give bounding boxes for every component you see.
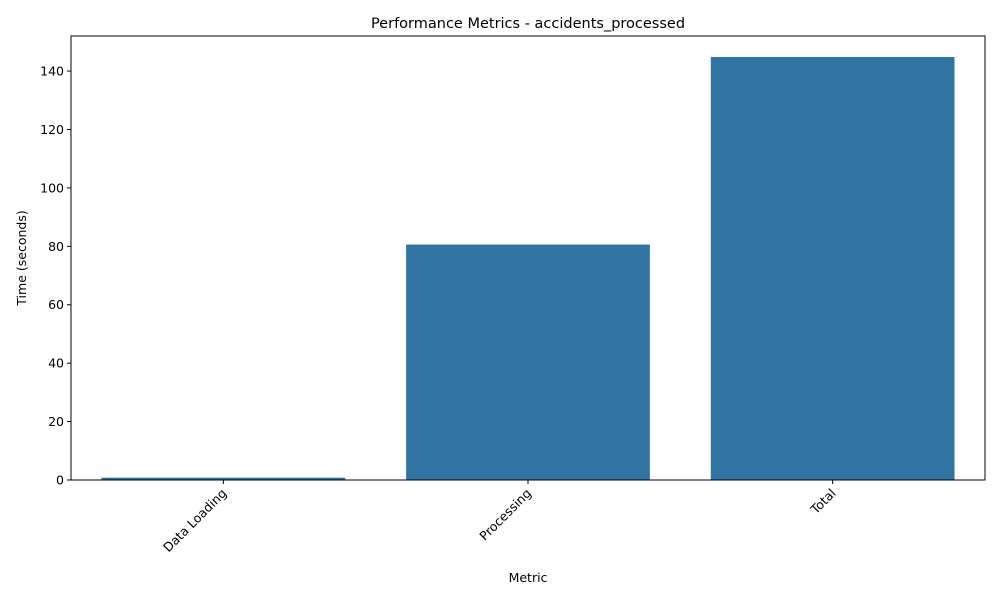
plot-frame <box>70 35 986 481</box>
y-tick-label: 140 <box>40 64 64 79</box>
y-tick-label: 0 <box>56 473 64 488</box>
bars-group <box>101 57 955 480</box>
x-axis-label: Metric <box>509 570 548 585</box>
y-axis-label: Time (seconds) <box>14 210 29 306</box>
y-tick-label: 80 <box>48 239 64 254</box>
y-tick-label: 20 <box>48 414 64 429</box>
y-tick-label: 120 <box>40 122 64 137</box>
x-tick-label: Processing <box>476 486 534 544</box>
y-tick-label: 60 <box>48 297 64 312</box>
bar-total <box>710 57 955 480</box>
x-tick-label: Total <box>807 486 839 518</box>
x-tick-label: Data Loading <box>160 486 229 555</box>
bar-data-loading <box>101 477 346 480</box>
bar-processing <box>406 244 650 480</box>
y-tick-label: 40 <box>48 356 64 371</box>
x-axis-ticks: Data Loading Processing Total <box>160 480 839 555</box>
chart-title: Performance Metrics - accidents_processe… <box>371 16 685 32</box>
y-tick-label: 100 <box>40 180 64 195</box>
y-axis-ticks: 0 20 40 60 80 100 120 140 <box>40 64 71 488</box>
